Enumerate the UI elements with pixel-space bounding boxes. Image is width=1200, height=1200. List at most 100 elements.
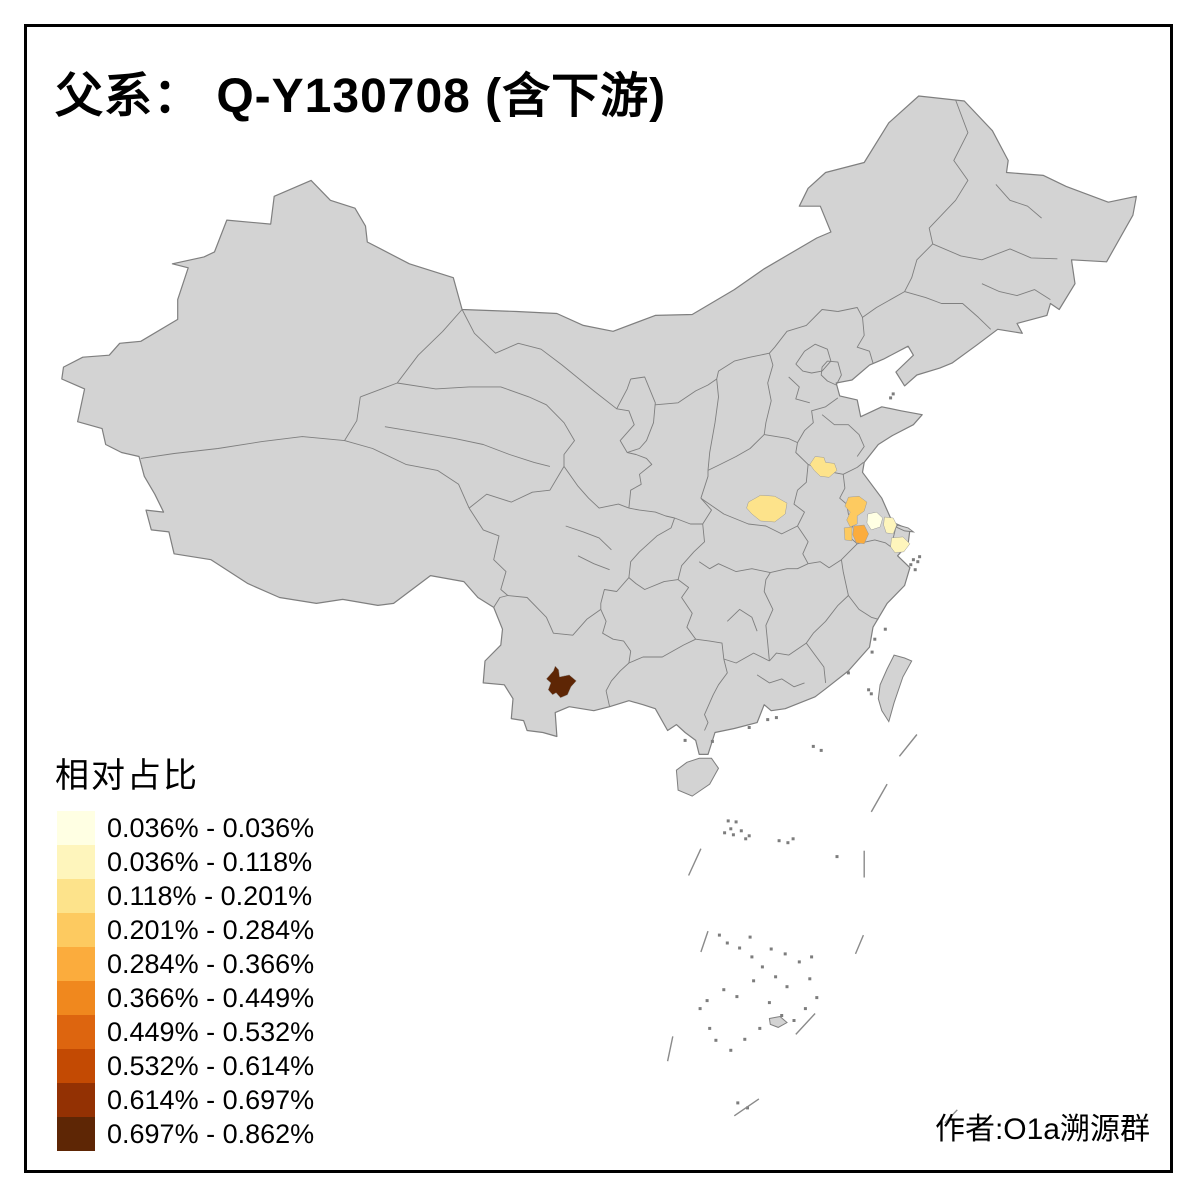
small-island-dot xyxy=(729,1048,733,1052)
legend-color-swatch xyxy=(57,1083,95,1117)
province-boundary-line xyxy=(764,434,798,444)
legend-item: 0.036% - 0.118% xyxy=(57,845,314,879)
small-island-dot xyxy=(786,841,790,845)
small-island-dot xyxy=(785,985,789,989)
sea-boundary-dash xyxy=(666,1036,674,1062)
small-island-dot xyxy=(710,739,714,743)
sea-boundary-dash xyxy=(898,734,918,757)
highlighted-region-H xyxy=(546,665,577,699)
province-boundary-line xyxy=(605,662,630,707)
island-shape xyxy=(768,1015,788,1028)
province-boundary-line xyxy=(468,466,565,509)
legend-item: 0.201% - 0.284% xyxy=(57,913,314,947)
legend-item: 0.449% - 0.532% xyxy=(57,1015,314,1049)
province-boundary-line xyxy=(674,517,703,525)
small-island-dot xyxy=(846,671,850,675)
legend-range-label: 0.036% - 0.036% xyxy=(107,812,315,843)
sea-boundary-dash xyxy=(700,930,709,953)
legend-range-label: 0.366% - 0.449% xyxy=(107,982,315,1013)
legend-range-label: 0.614% - 0.697% xyxy=(107,1084,315,1115)
province-boundary-line xyxy=(700,497,798,535)
province-boundary-line xyxy=(140,436,345,459)
province-boundary-line xyxy=(628,577,679,590)
legend-color-swatch xyxy=(57,1015,95,1049)
small-island-dot xyxy=(708,1026,712,1030)
small-island-dot xyxy=(735,995,739,999)
small-island-dot xyxy=(873,637,877,641)
province-boundary-line xyxy=(763,353,774,435)
small-island-dot xyxy=(750,955,754,959)
highlighted-region-B xyxy=(746,494,788,523)
province-boundary-line xyxy=(628,517,676,578)
province-boundary-line xyxy=(700,497,712,525)
province-boundary-line xyxy=(695,638,725,660)
small-island-dot xyxy=(867,688,871,692)
plot-border-frame xyxy=(24,24,1173,1173)
province-boundary-line xyxy=(723,652,770,664)
province-boundary-line xyxy=(805,595,849,644)
legend-color-swatch xyxy=(57,1117,95,1151)
legend-item: 0.118% - 0.201% xyxy=(57,879,314,913)
map-legend: 相对占比 0.036% - 0.036% 0.036% - 0.118% 0.118… xyxy=(55,748,314,1151)
small-island-dot xyxy=(729,827,733,831)
province-boundary-line xyxy=(716,352,770,380)
small-island-dot xyxy=(769,947,773,951)
province-boundary-line xyxy=(770,563,809,574)
small-island-dot xyxy=(819,748,823,752)
legend-range-label: 0.036% - 0.118% xyxy=(107,846,313,877)
highlighted-region-D xyxy=(866,511,883,531)
province-boundary-line xyxy=(493,595,508,608)
small-island-dot xyxy=(913,568,917,572)
legend-item: 0.614% - 0.697% xyxy=(57,1083,314,1117)
province-boundary-line xyxy=(821,414,865,457)
small-island-dot xyxy=(808,977,812,981)
province-boundary-line xyxy=(726,608,758,632)
legend-item: 0.366% - 0.449% xyxy=(57,981,314,1015)
legend-color-swatch xyxy=(57,845,95,879)
small-island-dot xyxy=(752,979,756,983)
province-boundary-line xyxy=(565,525,612,551)
small-island-dot xyxy=(746,1106,749,1110)
legend-range-label: 0.201% - 0.284% xyxy=(107,914,315,945)
page-title: 父系： Q-Y130708 (含下游) xyxy=(55,70,667,123)
small-island-dot xyxy=(911,558,915,562)
small-island-dot xyxy=(815,996,819,1000)
highlighted-region-A xyxy=(809,456,838,478)
province-boundary-line xyxy=(707,378,719,471)
small-island-dot xyxy=(918,555,922,559)
small-island-dot xyxy=(760,965,764,969)
province-boundary-line xyxy=(840,559,849,596)
highlighted-region-C xyxy=(844,495,868,528)
small-island-dot xyxy=(748,935,752,939)
province-boundary-line xyxy=(344,440,470,509)
legend-item: 0.036% - 0.036% xyxy=(57,811,314,845)
province-boundary-line xyxy=(707,434,765,471)
small-island-dot xyxy=(722,988,726,992)
small-island-dot xyxy=(739,829,743,833)
province-boundary-line xyxy=(577,555,610,571)
small-island-dot xyxy=(811,744,815,748)
small-island-dot xyxy=(766,718,770,722)
legend-title: 相对占比 xyxy=(55,757,199,795)
small-island-dot xyxy=(717,933,721,937)
small-island-dot xyxy=(747,726,751,729)
province-boundary-line xyxy=(788,376,810,404)
small-island-dot xyxy=(803,1007,807,1011)
small-island-dot xyxy=(714,1038,718,1042)
province-boundary-line xyxy=(769,309,838,354)
small-island-dot xyxy=(883,627,887,631)
small-island-dot xyxy=(774,975,778,979)
legend-item: 0.697% - 0.862% xyxy=(57,1117,314,1151)
small-island-dot xyxy=(810,955,814,959)
province-boundary-line xyxy=(698,561,771,574)
highlighted-region-E xyxy=(883,516,897,535)
sea-boundary-dash xyxy=(795,1013,816,1035)
mainland-china-shape xyxy=(61,95,1138,756)
province-boundary-line xyxy=(344,396,361,441)
small-island-dot xyxy=(744,837,748,841)
small-island-dot xyxy=(780,1014,784,1017)
province-boundary-line xyxy=(981,283,1051,300)
province-boundary-line xyxy=(704,658,728,731)
